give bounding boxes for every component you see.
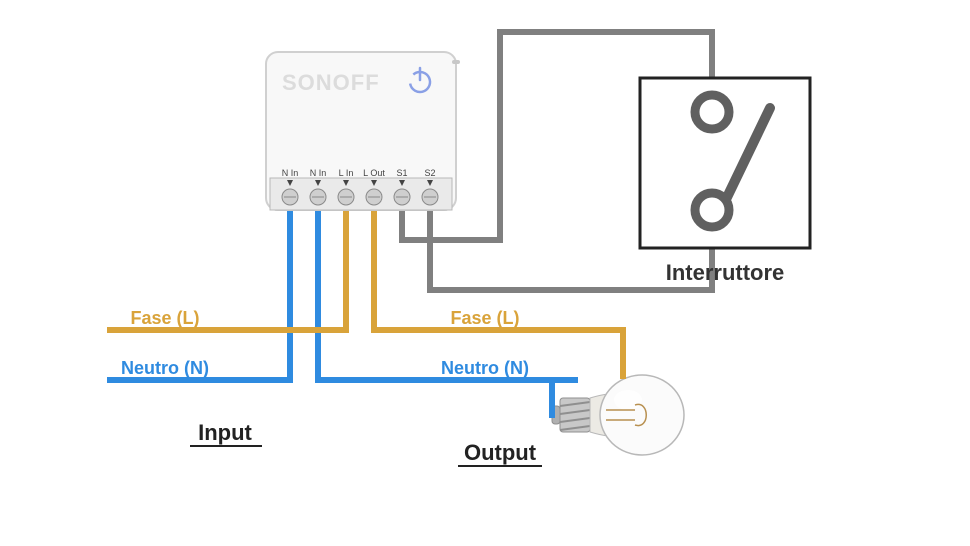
device-brand: SONOFF [282,70,380,95]
bulb-icon [552,375,684,455]
input-section-label: Input [190,420,262,446]
terminal-label-nin2: N In [310,168,327,178]
label-output-neutro: Neutro (N) [441,358,529,378]
terminal-label-lout: L Out [363,168,385,178]
switch-label: Interruttore [666,260,785,285]
svg-text:Input: Input [198,420,252,445]
label-output-fase: Fase (L) [450,308,519,328]
svg-text:Output: Output [464,440,537,465]
label-input-fase: Fase (L) [130,308,199,328]
wall-switch [640,78,810,248]
wiring-diagram: SONOFF N In N In L In L Out S1 S2 [0,0,970,546]
output-section-label: Output [458,440,542,466]
wire-input-neutral [110,212,290,380]
sonoff-device: SONOFF N In N In L In L Out S1 S2 [266,52,460,210]
terminal-label-s1: S1 [396,168,407,178]
terminal-label-lin: L In [339,168,354,178]
label-input-neutro: Neutro (N) [121,358,209,378]
terminal-label-nin1: N In [282,168,299,178]
terminal-label-s2: S2 [424,168,435,178]
